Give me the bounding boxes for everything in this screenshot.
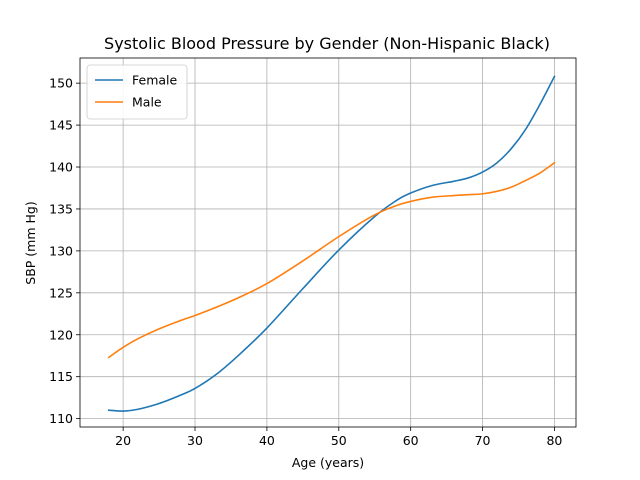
x-tick-label: 20 bbox=[115, 433, 131, 448]
x-tick-label: 50 bbox=[331, 433, 347, 448]
series-line-male bbox=[107, 161, 556, 359]
series-line-female bbox=[107, 75, 556, 412]
x-tick-label: 80 bbox=[546, 433, 562, 448]
legend-box bbox=[86, 64, 188, 120]
y-tick-label: 125 bbox=[49, 285, 73, 300]
y-tick-label: 150 bbox=[49, 76, 73, 91]
x-tick-label: 40 bbox=[259, 433, 275, 448]
chart-title: Systolic Blood Pressure by Gender (Non-H… bbox=[104, 34, 550, 53]
y-tick-label: 115 bbox=[49, 369, 73, 384]
y-tick-label: 110 bbox=[49, 411, 73, 426]
x-axis-label: Age (years) bbox=[292, 455, 364, 470]
legend: Female Male bbox=[86, 64, 188, 120]
y-tick-label: 140 bbox=[49, 160, 73, 175]
x-axis: 20 30 40 50 60 70 80 bbox=[115, 427, 562, 448]
x-tick-label: 30 bbox=[187, 433, 203, 448]
grid bbox=[80, 58, 576, 427]
x-tick-label: 70 bbox=[475, 433, 491, 448]
y-tick-label: 130 bbox=[49, 243, 73, 258]
legend-label-female: Female bbox=[132, 73, 178, 88]
x-tick-label: 60 bbox=[403, 433, 419, 448]
y-tick-label: 120 bbox=[49, 327, 73, 342]
plot-frame bbox=[79, 57, 577, 428]
y-tick-label: 145 bbox=[49, 118, 73, 133]
y-axis: 110 115 120 125 130 135 140 145 150 bbox=[49, 76, 80, 426]
series-layer bbox=[107, 75, 556, 412]
legend-label-male: Male bbox=[132, 95, 162, 110]
y-axis-label: SBP (mm Hg) bbox=[23, 201, 38, 284]
y-tick-label: 135 bbox=[49, 201, 73, 216]
